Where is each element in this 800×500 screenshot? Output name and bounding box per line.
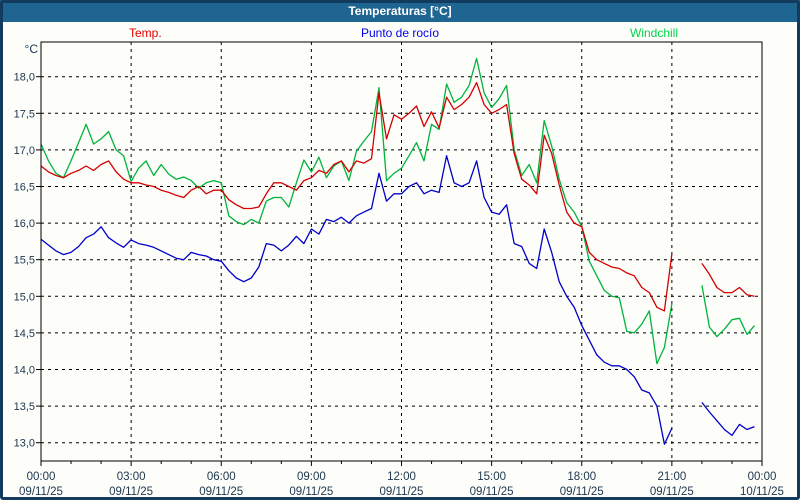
svg-text:03:00: 03:00 [117,471,146,483]
svg-text:06:00: 06:00 [207,471,236,483]
svg-text:09/11/25: 09/11/25 [560,486,604,498]
svg-text:15,0: 15,0 [14,291,35,303]
series-dew-point [40,155,755,445]
svg-text:17,5: 17,5 [14,108,35,120]
svg-text:16,5: 16,5 [14,182,35,194]
svg-text:09/11/25: 09/11/25 [199,486,243,498]
svg-text:18:00: 18:00 [567,471,596,483]
svg-text:18,0: 18,0 [14,72,35,84]
svg-text:°C: °C [25,42,39,56]
svg-text:09:00: 09:00 [297,471,326,483]
svg-text:12:00: 12:00 [387,471,416,483]
svg-text:15,5: 15,5 [14,255,35,267]
legend-windchill: Windchill [630,26,679,40]
window-titlebar: Temperaturas [°C] [0,0,800,22]
svg-text:09/11/25: 09/11/25 [19,486,63,498]
svg-text:10/11/25: 10/11/25 [740,486,784,498]
svg-text:14,0: 14,0 [14,365,35,377]
svg-text:09/11/25: 09/11/25 [289,486,333,498]
svg-text:00:00: 00:00 [27,471,56,483]
x-axis-labels: 00:00 09/11/25 03:00 09/11/25 06:00 09/11/25 0… [19,471,784,498]
svg-text:15:00: 15:00 [477,471,506,483]
legend-temp: Temp. [129,26,162,40]
gridlines [41,42,762,461]
svg-text:09/11/25: 09/11/25 [650,486,694,498]
svg-text:00:00: 00:00 [748,471,777,483]
svg-text:21:00: 21:00 [657,471,686,483]
legend-dew-point: Punto de rocío [360,26,440,40]
svg-text:14,5: 14,5 [14,328,35,340]
series-windchill [40,57,755,365]
series-temp [40,81,755,312]
svg-text:13,0: 13,0 [14,438,35,450]
svg-text:09/11/25: 09/11/25 [380,486,424,498]
plot-border [40,41,763,462]
svg-text:09/11/25: 09/11/25 [109,486,153,498]
svg-text:09/11/25: 09/11/25 [470,486,514,498]
axis-ticks [36,76,763,466]
y-axis-labels: 18,0 17,5 17,0 16,5 16,0 15,5 15,0 14,5 14,0 13,5… [14,42,39,450]
svg-text:17,0: 17,0 [14,145,35,157]
svg-text:13,5: 13,5 [14,401,35,413]
svg-text:16,0: 16,0 [14,218,35,230]
window-title: Temperaturas [°C] [348,4,452,18]
